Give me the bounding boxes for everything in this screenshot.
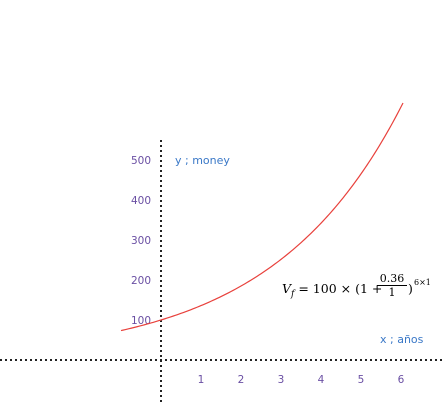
x-axis-label: x ; años [380,333,424,346]
formula-denominator: 1 [388,286,396,299]
formula-exponent: 6×1 [414,278,431,287]
x-tick-label: 2 [238,374,245,386]
y-tick-label: 300 [131,235,151,247]
formula-close-paren: ) [408,281,413,296]
x-tick-label: 1 [198,374,205,386]
axes [0,140,443,403]
x-tick-label: 6 [398,374,405,386]
y-tick-label: 500 [131,155,151,167]
x-tick-label: 3 [278,374,285,386]
x-tick-label: 5 [358,374,365,386]
formula-fraction: 0.36 1 [377,272,407,299]
formula-lhs: Vf = 100 × (1 + [282,281,382,300]
formula-annotation: Vf = 100 × (1 + 0.36 1 ) 6×1 [282,270,442,310]
formula-subscript: f [291,289,295,300]
y-tick-label: 400 [131,195,151,207]
formula-numerator: 0.36 [377,272,407,286]
y-tick-label: 200 [131,275,151,287]
formula-middle: = 100 × (1 + [294,281,383,296]
y-axis-label: y ; money [175,154,230,167]
formula-variable: V [282,281,292,296]
x-tick-labels: 1 2 3 4 5 6 [198,374,405,386]
x-tick-label: 4 [318,374,325,386]
series-line [120,102,404,332]
